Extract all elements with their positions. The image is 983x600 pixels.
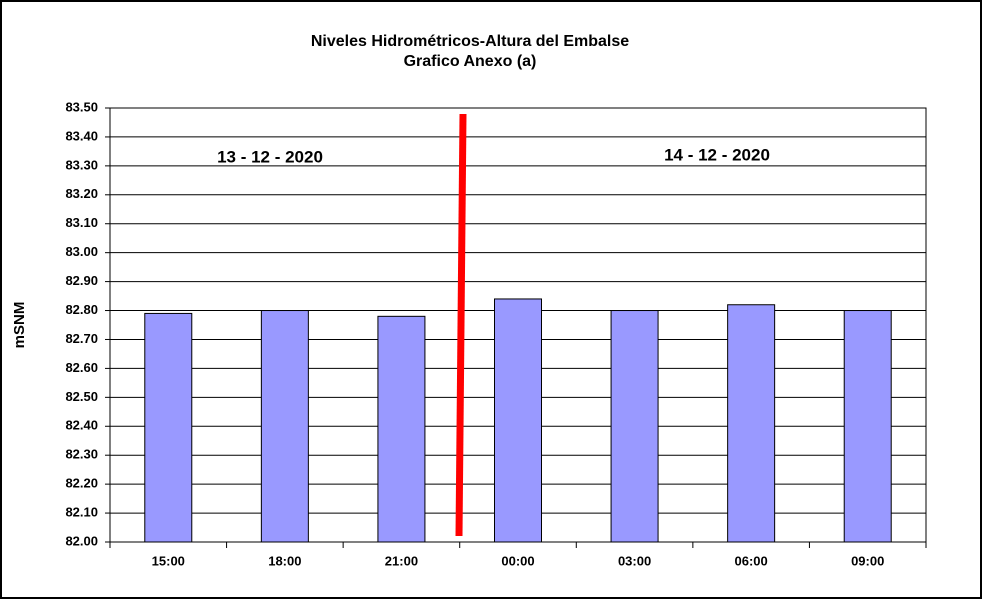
bar bbox=[843, 310, 892, 543]
bar bbox=[144, 312, 193, 543]
y-tick-label: 82.80 bbox=[65, 302, 98, 317]
y-tick-label: 82.20 bbox=[65, 476, 98, 491]
x-tick-label: 21:00 bbox=[385, 553, 418, 568]
x-tick-label: 09:00 bbox=[851, 553, 884, 568]
bar bbox=[260, 310, 309, 543]
y-axis-label: mSNM bbox=[11, 302, 28, 349]
bar bbox=[377, 315, 426, 543]
y-tick-label: 82.10 bbox=[65, 505, 98, 520]
y-tick-label: 82.00 bbox=[65, 533, 98, 548]
bar bbox=[727, 304, 776, 543]
x-tick-label: 03:00 bbox=[618, 553, 651, 568]
y-tick-label: 82.50 bbox=[65, 389, 98, 404]
y-tick-label: 83.10 bbox=[65, 215, 98, 230]
chart-title: Niveles Hidrométricos-Altura del Embalse bbox=[311, 33, 629, 50]
y-tick-label: 82.40 bbox=[65, 418, 98, 433]
y-tick-label: 82.70 bbox=[65, 331, 98, 346]
y-tick-label: 83.20 bbox=[65, 186, 98, 201]
annotation: 13 - 12 - 2020 bbox=[217, 147, 323, 166]
chart-subtitle: Grafico Anexo (a) bbox=[404, 53, 537, 70]
y-tick-label: 82.90 bbox=[65, 273, 98, 288]
annotation: 14 - 12 - 2020 bbox=[664, 145, 770, 164]
y-tick-label: 82.60 bbox=[65, 360, 98, 375]
y-tick-label: 83.30 bbox=[65, 157, 98, 172]
x-tick-label: 00:00 bbox=[501, 553, 534, 568]
bar bbox=[610, 310, 659, 543]
marks: 82.00 82.10 82.20 82.30 82.40 82.50 82.60 82.70… bbox=[65, 99, 927, 568]
x-tick-label: 18:00 bbox=[268, 553, 301, 568]
y-tick-label: 83.00 bbox=[65, 244, 98, 259]
y-tick-label: 83.40 bbox=[65, 128, 98, 143]
bar bbox=[494, 298, 542, 543]
y-tick-label: 83.50 bbox=[65, 99, 98, 114]
x-tick-label: 15:00 bbox=[152, 553, 185, 568]
y-tick-label: 82.30 bbox=[65, 447, 98, 462]
x-tick-label: 06:00 bbox=[735, 553, 768, 568]
day-divider bbox=[455, 113, 467, 537]
